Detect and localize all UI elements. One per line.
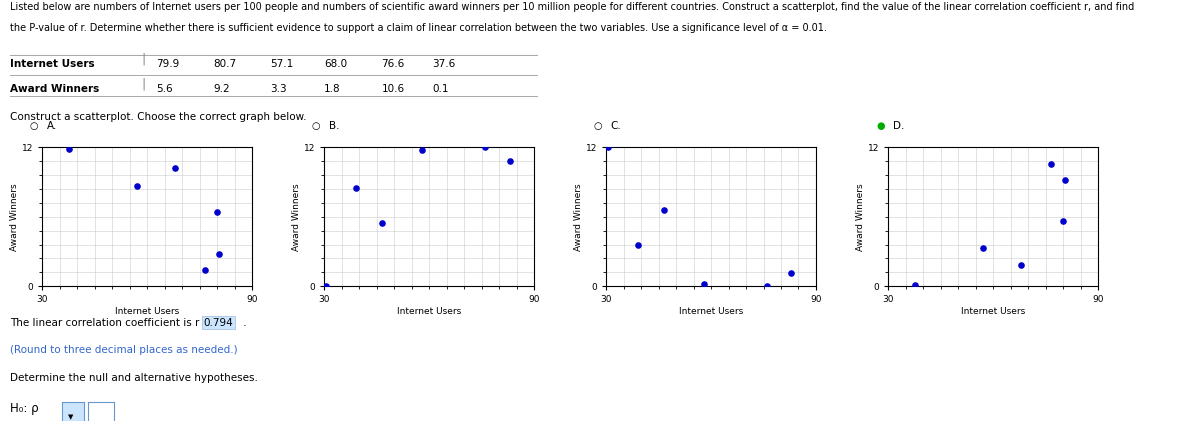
Point <box>782 270 802 277</box>
Point <box>413 147 432 153</box>
Point <box>475 144 494 151</box>
Text: 10.6: 10.6 <box>382 84 404 94</box>
Text: .: . <box>240 318 246 328</box>
Text: Construct a scatterplot. Choose the correct graph below.: Construct a scatterplot. Choose the corr… <box>10 112 306 122</box>
Y-axis label: Award Winners: Award Winners <box>856 183 865 250</box>
Y-axis label: Award Winners: Award Winners <box>574 183 583 250</box>
Text: H₀: ρ: H₀: ρ <box>10 402 38 415</box>
Text: 80.7: 80.7 <box>214 59 236 69</box>
Point <box>628 242 647 249</box>
Text: 57.1: 57.1 <box>270 59 293 69</box>
X-axis label: Internet Users: Internet Users <box>961 307 1025 316</box>
Point <box>905 282 924 288</box>
Text: 0.1: 0.1 <box>432 84 449 94</box>
Point <box>654 207 673 213</box>
Text: 68.0: 68.0 <box>324 59 347 69</box>
Text: C.: C. <box>611 120 622 131</box>
Text: 0.794: 0.794 <box>204 318 233 328</box>
Text: Internet Users: Internet Users <box>10 59 95 69</box>
Text: the P-value of r. Determine whether there is sufficient evidence to support a cl: the P-value of r. Determine whether ther… <box>10 23 827 33</box>
Text: D.: D. <box>893 120 904 131</box>
Point <box>1054 218 1073 225</box>
Point <box>1056 176 1075 183</box>
X-axis label: Internet Users: Internet Users <box>679 307 743 316</box>
Text: ▼: ▼ <box>68 414 73 420</box>
Text: ○: ○ <box>312 120 320 131</box>
Point <box>166 165 185 172</box>
Text: ●: ● <box>876 120 884 131</box>
X-axis label: Internet Users: Internet Users <box>115 307 179 316</box>
Text: 1.8: 1.8 <box>324 84 341 94</box>
Point <box>346 185 365 192</box>
Text: 76.6: 76.6 <box>382 59 404 69</box>
Point <box>372 220 391 227</box>
Text: A.: A. <box>47 120 58 131</box>
Text: 37.6: 37.6 <box>432 59 455 69</box>
Point <box>316 283 335 290</box>
Point <box>1012 262 1031 269</box>
Point <box>208 209 227 216</box>
Point <box>196 267 215 274</box>
Point <box>500 157 520 164</box>
X-axis label: Internet Users: Internet Users <box>397 307 461 316</box>
Text: B.: B. <box>329 120 340 131</box>
Y-axis label: Award Winners: Award Winners <box>10 183 19 250</box>
Point <box>757 283 776 290</box>
Point <box>973 245 992 251</box>
Text: |: | <box>142 78 146 91</box>
Y-axis label: Award Winners: Award Winners <box>292 183 301 250</box>
Point <box>1042 160 1061 167</box>
Text: Listed below are numbers of Internet users per 100 people and numbers of scienti: Listed below are numbers of Internet use… <box>10 2 1134 12</box>
Text: Award Winners: Award Winners <box>10 84 98 94</box>
Point <box>695 280 714 287</box>
Text: ○: ○ <box>594 120 602 131</box>
Text: 3.3: 3.3 <box>270 84 287 94</box>
Text: 79.9: 79.9 <box>156 59 179 69</box>
Point <box>59 145 78 152</box>
Point <box>210 250 229 257</box>
Text: Determine the null and alternative hypotheses.: Determine the null and alternative hypot… <box>10 373 258 383</box>
Point <box>127 182 146 189</box>
Text: |: | <box>142 53 146 66</box>
Text: (Round to three decimal places as needed.): (Round to three decimal places as needed… <box>10 345 238 355</box>
Text: 9.2: 9.2 <box>214 84 230 94</box>
Text: The linear correlation coefficient is r =: The linear correlation coefficient is r … <box>10 318 215 328</box>
Point <box>598 144 617 151</box>
Text: ○: ○ <box>30 120 38 131</box>
Text: 5.6: 5.6 <box>156 84 173 94</box>
